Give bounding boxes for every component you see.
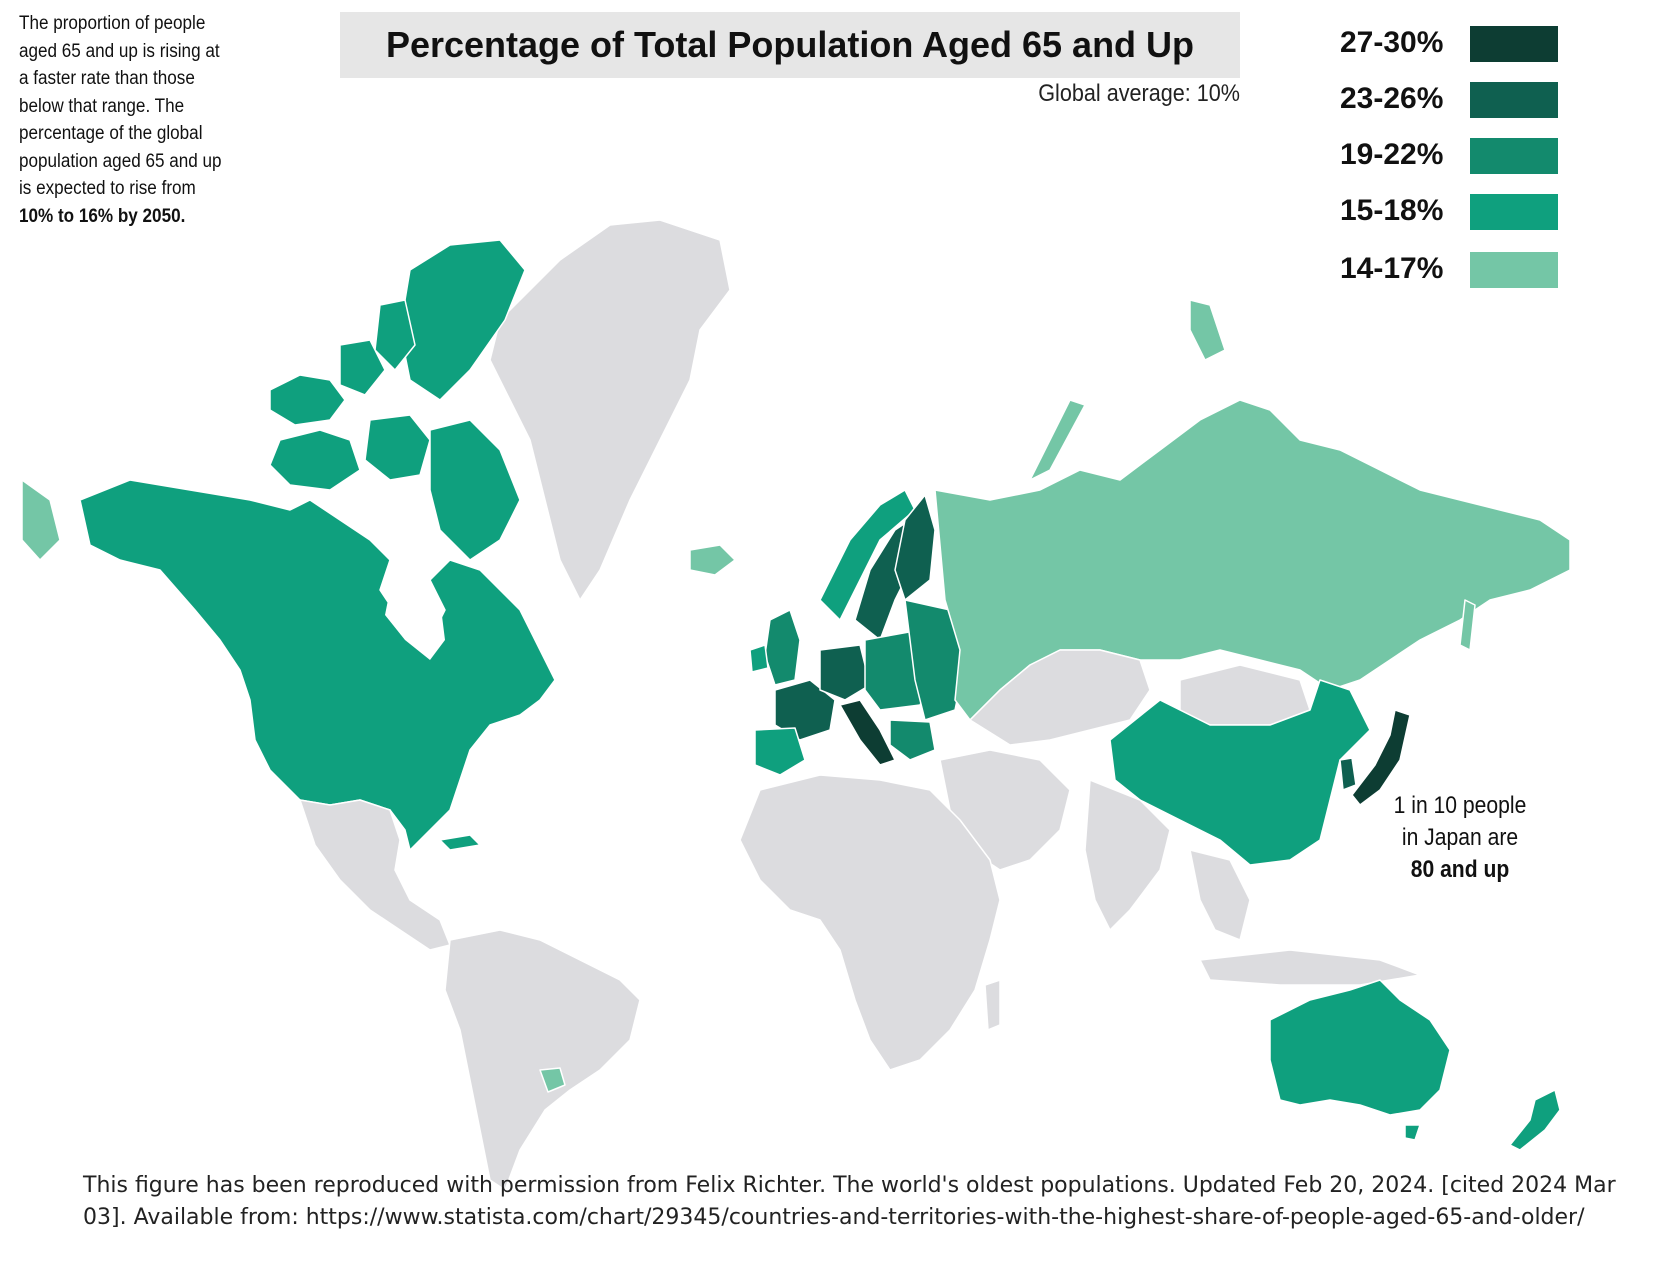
hudson-bay [385, 575, 445, 660]
legend-item: 19-22% [1340, 134, 1570, 174]
region-greenland [489, 219, 731, 601]
region-australia [1269, 979, 1451, 1116]
legend-label: 14-17% [1340, 252, 1444, 285]
region-arctic-island-3 [269, 374, 346, 426]
region-new-zealand [1509, 1089, 1561, 1151]
region-uk [764, 609, 801, 686]
region-mongolia [1179, 664, 1311, 726]
region-north-america [79, 479, 556, 851]
region-italy [839, 699, 896, 766]
region-korea [1339, 757, 1357, 791]
region-japan [1351, 709, 1411, 806]
legend-label: 27-30% [1340, 26, 1444, 59]
japan-annotation: 1 in 10 people in Japan are 80 and up [1372, 790, 1548, 886]
region-ireland [749, 644, 769, 673]
legend-label: 19-22% [1340, 138, 1444, 171]
legend-swatch [1470, 138, 1558, 174]
region-southeast-asia [1189, 849, 1251, 941]
legend-swatch [1470, 252, 1558, 288]
source-caption: This figure has been reproduced with per… [83, 1173, 1616, 1230]
legend-swatch [1470, 26, 1558, 62]
region-central-asia [969, 649, 1151, 746]
region-arctic-island-4 [339, 339, 386, 396]
subtitle: Global average: 10% [1038, 80, 1240, 107]
region-south-america [444, 929, 641, 1191]
annotation-line-2: in Japan are [1401, 824, 1519, 851]
region-arctic-island-6 [364, 414, 431, 481]
region-russia-north-islands [1189, 299, 1226, 361]
region-mexico [299, 799, 451, 951]
region-madagascar [984, 979, 1001, 1031]
legend-swatch [1470, 194, 1558, 230]
region-baffin [429, 419, 521, 561]
legend-swatch [1470, 82, 1558, 118]
region-arctic-island-2 [374, 299, 416, 371]
legend-item: 14-17% [1340, 248, 1570, 288]
region-aleutian [21, 479, 61, 561]
legend-item: 27-30% [1340, 22, 1570, 62]
annotation-bold: 80 and up [1410, 856, 1510, 883]
region-balkans [889, 719, 936, 761]
legend-item: 15-18% [1340, 190, 1570, 230]
region-cuba [439, 834, 481, 851]
region-finland [894, 494, 936, 601]
region-sakhalin [1459, 599, 1476, 651]
region-novaya-zemlya [1029, 399, 1086, 481]
legend-label: 15-18% [1340, 194, 1444, 227]
region-india [1084, 779, 1171, 931]
region-africa [739, 774, 1001, 1071]
region-iceland [689, 544, 736, 576]
legend-label: 23-26% [1340, 82, 1444, 115]
region-indonesia [1199, 949, 1421, 986]
region-france [774, 679, 836, 741]
annotation-line-1: 1 in 10 people [1393, 792, 1527, 819]
region-germany [819, 644, 871, 701]
region-iberia [754, 727, 806, 776]
intro-bold: 10% to 16% by 2050. [19, 205, 186, 227]
region-uruguay [539, 1067, 566, 1093]
intro-text: The proportion of people aged 65 and up … [19, 10, 226, 230]
page-title: Percentage of Total Population Aged 65 a… [385, 24, 1195, 65]
intro-body: The proportion of people aged 65 and up … [19, 13, 222, 199]
region-tasmania [1404, 1124, 1421, 1141]
region-arctic-island-5 [269, 429, 361, 491]
title-banner: Percentage of Total Population Aged 65 a… [340, 12, 1240, 78]
legend-item: 23-26% [1340, 78, 1570, 118]
